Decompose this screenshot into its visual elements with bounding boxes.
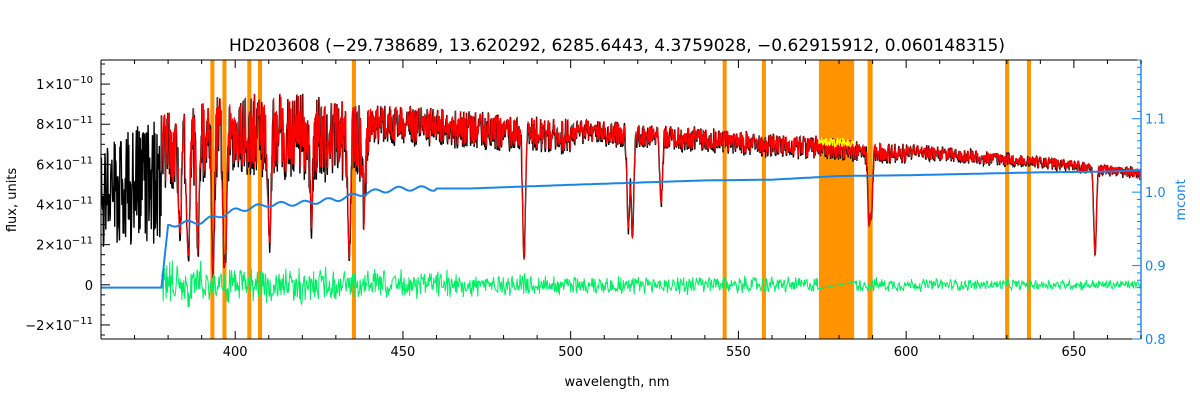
masked-region-3	[258, 60, 263, 339]
y-tick-label-mantissa: 1×10	[36, 78, 72, 93]
x-tick-label: 450	[391, 345, 416, 360]
y-tick-label-exponent: −11	[72, 236, 93, 247]
y-tick-label: 2×10−11	[36, 236, 93, 254]
x-tick-label: 650	[1061, 345, 1086, 360]
y-tick-label: 8×10−11	[36, 115, 93, 133]
y-tick-label-mantissa: 2×10	[36, 239, 72, 254]
y-axis-label: flux, units	[5, 168, 20, 233]
series-residual	[160, 260, 1141, 308]
y-tick-label-right: 1.0	[1145, 186, 1166, 201]
y-tick-label-exponent: −11	[72, 155, 93, 166]
y-tick-label: 0	[85, 279, 93, 294]
y-tick-label: 4×10−11	[36, 196, 93, 214]
y-tick-label-mantissa: 4×10	[36, 199, 72, 214]
y-tick-label-mantissa: 8×10	[36, 118, 72, 133]
y-tick-label: 1×10−10	[36, 75, 93, 93]
x-tick-label: 500	[558, 345, 583, 360]
masked-region-5	[722, 60, 727, 339]
y-tick-label-right: 0.8	[1145, 333, 1166, 348]
x-axis-label: wavelength, nm	[565, 375, 670, 390]
y-tick-label: 6×10−11	[36, 155, 93, 173]
series-layer	[101, 93, 1141, 308]
y-tick-label-mantissa: 6×10	[36, 158, 72, 173]
y-tick-label: −2×10−11	[25, 316, 93, 334]
y-tick-label-right: 1.1	[1145, 113, 1166, 128]
y-tick-label-mantissa: 0	[85, 279, 93, 294]
y-tick-label-exponent: −10	[72, 75, 93, 86]
axis-ticks	[100, 59, 1142, 340]
x-tick-label: 400	[223, 345, 248, 360]
y-tick-label-exponent: −11	[72, 316, 93, 327]
y-tick-label-mantissa: −2×10	[25, 319, 72, 334]
y-tick-label-exponent: −11	[72, 115, 93, 126]
masked-region-2	[247, 60, 252, 339]
y-tick-label-exponent: −11	[72, 196, 93, 207]
masked-region-4	[351, 60, 356, 339]
masked-region-10	[1026, 60, 1031, 339]
masked-region-8	[867, 60, 873, 339]
masked-regions	[210, 60, 1031, 339]
series-mcont	[101, 169, 1141, 289]
masked-region-6	[761, 60, 766, 339]
masked-region-1	[222, 60, 227, 339]
y-tick-label-right: 0.9	[1145, 260, 1166, 275]
y-axis-right-label: mcont	[1174, 179, 1189, 220]
x-tick-label: 550	[726, 345, 751, 360]
x-tick-label: 600	[894, 345, 919, 360]
masked-region-9	[1005, 60, 1010, 339]
masked-region-7	[818, 60, 855, 339]
masked-region-0	[210, 60, 215, 339]
tick-labels: 400 450 500 550 600 650−2×10−1102×10−114×10−1…	[25, 75, 1165, 360]
series-model-flux	[160, 93, 1141, 278]
plot-frame	[100, 59, 1142, 340]
series-excluded-model	[818, 136, 855, 148]
chart-title: HD203608 (−29.738689, 13.620292, 6285.64…	[229, 36, 1005, 56]
